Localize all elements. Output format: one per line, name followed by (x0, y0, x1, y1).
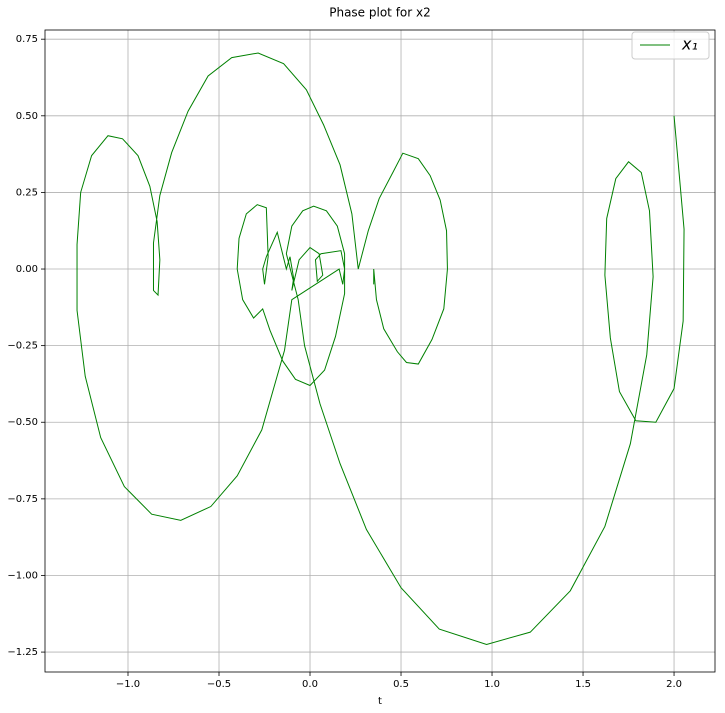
y-tick-label: −0.50 (7, 417, 38, 428)
data-line (76, 52, 685, 645)
x-tick-label: 2.0 (666, 679, 682, 690)
legend-label: x₁ (681, 35, 698, 54)
legend: x₁ (631, 31, 710, 60)
x-tick-label: 1.5 (575, 679, 591, 690)
x-tick-label: 0.5 (393, 679, 409, 690)
x-tick-label: 0.0 (302, 679, 318, 690)
y-tick-label: 0.00 (16, 264, 38, 275)
x-tick-label: −1.0 (116, 679, 140, 690)
x-tick-label: 1.0 (484, 679, 500, 690)
chart-title: Phase plot for x2 (329, 6, 431, 20)
legend-box (631, 31, 710, 60)
x-tick-label: −0.5 (207, 679, 231, 690)
y-tick-label: −1.00 (7, 570, 38, 581)
y-tick-label: −0.75 (7, 494, 38, 505)
y-tick-label: −0.25 (7, 341, 38, 352)
y-tick-label: 0.75 (16, 34, 38, 45)
y-tick-label: −1.25 (7, 647, 38, 658)
y-tick-label: 0.50 (16, 111, 38, 122)
plot-frame (44, 29, 716, 673)
x-axis-label: t (378, 696, 382, 707)
y-tick-label: 0.25 (16, 187, 38, 198)
